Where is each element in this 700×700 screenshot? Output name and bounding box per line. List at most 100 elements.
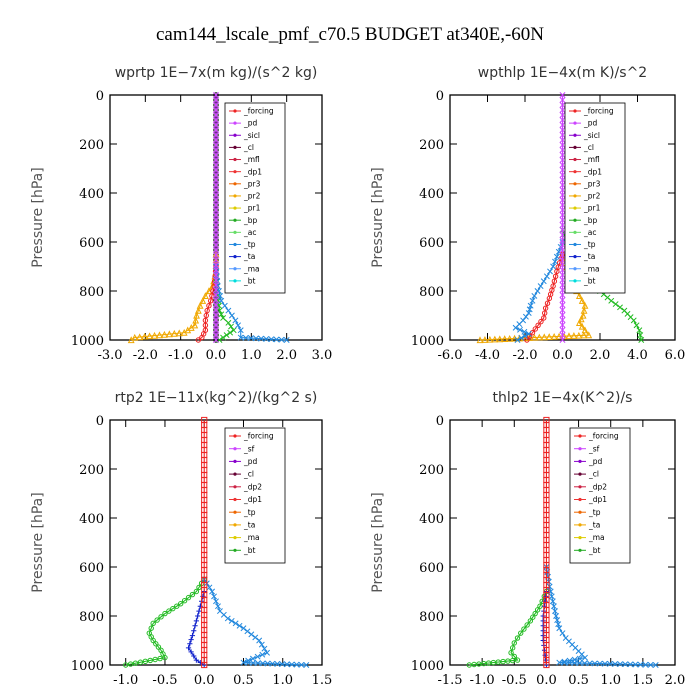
x-tick-label: -1.0: [113, 673, 138, 688]
data-point: [191, 321, 199, 329]
data-point: [259, 660, 266, 667]
data-point: [202, 317, 209, 324]
y-tick-label: 400: [419, 187, 444, 202]
data-point: [559, 97, 566, 103]
data-point: [184, 326, 192, 334]
data-point: [559, 287, 566, 293]
legend-marker: [233, 133, 237, 137]
x-tick-label: -6.0: [437, 348, 462, 363]
data-point: [552, 273, 559, 279]
data-point: [273, 336, 280, 343]
data-point: [633, 322, 640, 329]
data-point: [213, 257, 219, 263]
legend-entry: _cl: [583, 143, 594, 152]
data-point: [559, 152, 566, 158]
legend: _forcing _sf _pd _cl _dp2 _dp1 _tp _ta _ma _bt: [224, 427, 286, 564]
data-point: [193, 588, 200, 595]
legend-marker: [233, 194, 237, 198]
data-point: [559, 252, 566, 258]
data-point: [228, 617, 235, 624]
data-point: [559, 317, 566, 323]
legend-marker: [233, 242, 237, 247]
legend-entry: _pr2: [583, 192, 601, 201]
legend-marker: [233, 109, 237, 113]
data-point: [571, 659, 578, 666]
data-point: [213, 192, 219, 198]
data-point: [245, 657, 252, 664]
data-point: [559, 137, 566, 143]
legend-entry: _pd: [583, 119, 598, 128]
data-point: [559, 337, 566, 343]
legend-entry: _ma: [243, 264, 260, 273]
y-axis-label: Pressure [hPa]: [370, 167, 386, 267]
data-point: [254, 653, 261, 660]
data-point: [586, 660, 593, 667]
legend-marker: [233, 523, 237, 527]
y-tick-label: 0: [96, 414, 104, 429]
panel-title: wpthlp 1E−4x(m K)/s^2: [478, 65, 647, 81]
data-point: [559, 307, 566, 313]
data-point: [278, 336, 285, 343]
data-point: [195, 337, 202, 343]
data-point: [132, 660, 139, 666]
data-point: [559, 187, 566, 193]
legend-entry: _ta: [583, 252, 595, 261]
data-point: [213, 337, 219, 343]
data-point: [191, 628, 197, 634]
series-6: [213, 92, 219, 343]
data-point: [544, 300, 551, 306]
data-point: [157, 655, 163, 662]
data-point: [559, 92, 566, 98]
legend-entry: _sicl: [243, 131, 260, 140]
data-point: [534, 288, 541, 294]
y-axis-label: Pressure [hPa]: [30, 167, 46, 267]
series-line: [545, 566, 656, 666]
data-point: [240, 659, 247, 666]
data-point: [559, 277, 566, 283]
data-point: [213, 297, 219, 303]
data-point: [288, 661, 295, 668]
data-point: [187, 324, 195, 331]
x-tick-label: -1.0: [168, 348, 193, 363]
legend-entry: _bt: [583, 276, 596, 285]
data-point: [518, 335, 525, 341]
legend-marker: [573, 218, 577, 222]
data-point: [213, 102, 219, 108]
data-point: [559, 207, 566, 213]
legend-entry: _bp: [583, 216, 598, 225]
data-point: [192, 316, 200, 324]
data-point: [642, 661, 649, 668]
legend-entry: _ac: [583, 228, 596, 237]
data-point: [213, 132, 219, 138]
data-point: [550, 263, 557, 270]
legend-entry: _bt: [243, 546, 256, 555]
data-point: [559, 157, 566, 163]
data-point: [559, 272, 566, 278]
x-tick-label: 2.0: [276, 348, 297, 363]
data-point: [261, 645, 268, 652]
legend-entry: _sicl: [583, 131, 600, 140]
data-point: [170, 605, 176, 612]
legend-box: [569, 427, 631, 564]
data-point: [577, 315, 585, 323]
y-tick-label: 800: [79, 610, 104, 625]
data-point: [213, 167, 219, 173]
y-tick-label: 400: [419, 512, 444, 527]
data-point: [559, 182, 566, 188]
data-point: [559, 257, 566, 263]
data-point: [481, 336, 489, 343]
data-point: [193, 618, 199, 624]
legend-entry: _ma: [583, 264, 600, 273]
y-tick-label: 800: [419, 610, 444, 625]
legend-entry: _forcing: [243, 107, 274, 116]
data-point: [559, 292, 566, 298]
x-tick-label: 1.5: [633, 673, 654, 688]
y-tick-label: 600: [79, 236, 104, 251]
legend-marker: [578, 510, 582, 514]
data-point: [256, 637, 263, 644]
data-point: [213, 287, 219, 293]
legend-marker: [573, 194, 577, 198]
data-point: [551, 278, 558, 284]
data-point: [570, 332, 578, 339]
legend: _forcing _pd _sicl _cl _mfl _dp1 _pr3 _pr2 _pr1 _…: [224, 102, 286, 294]
